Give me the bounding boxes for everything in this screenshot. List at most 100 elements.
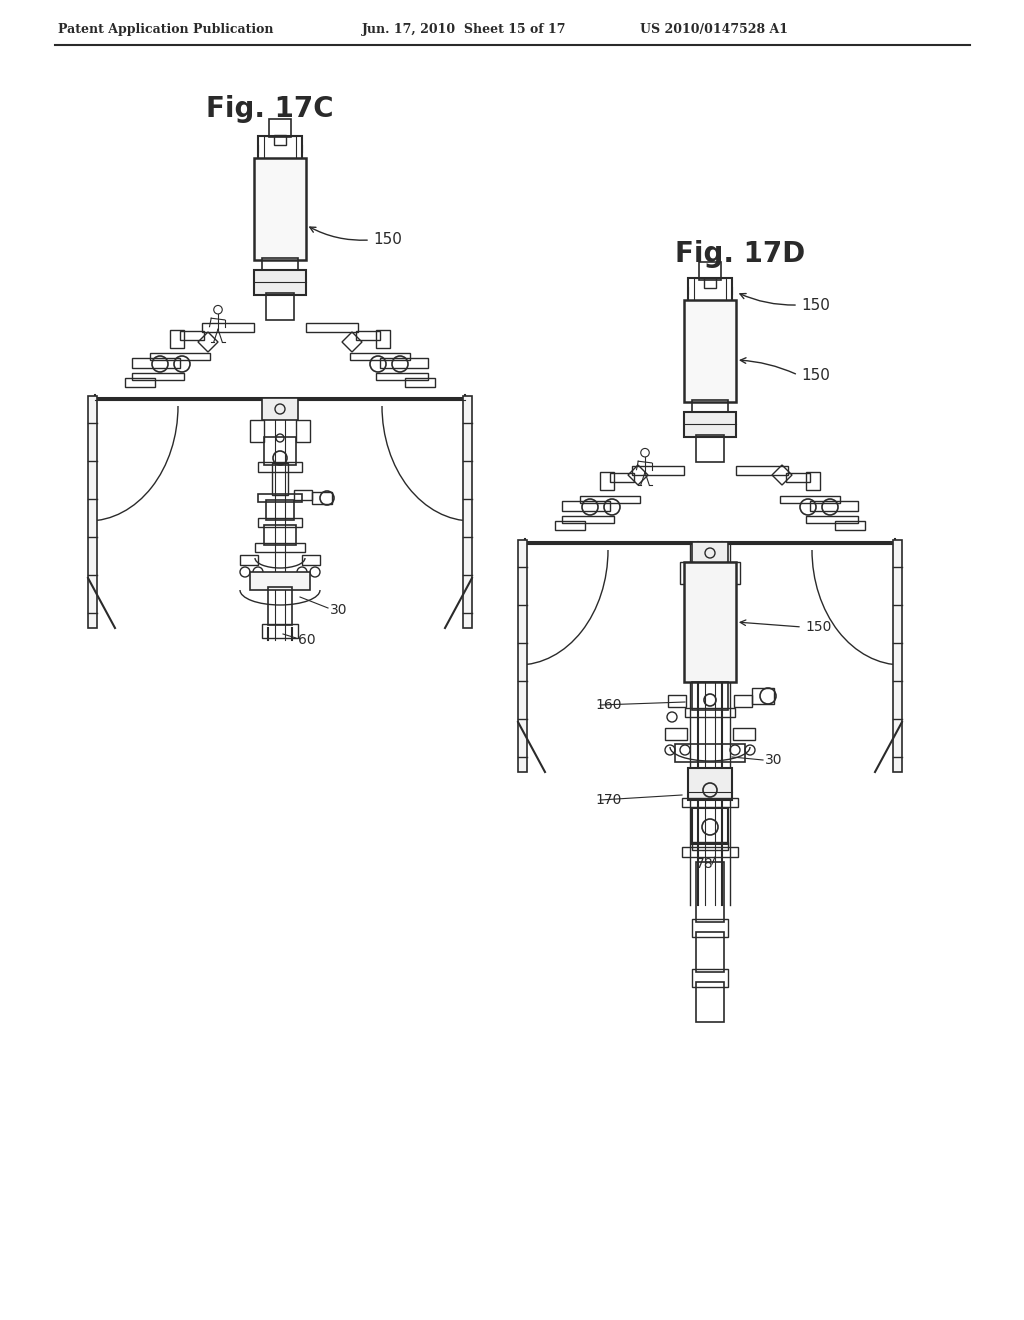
Bar	[376, 330, 390, 348]
Text: 150: 150	[801, 297, 829, 313]
Bar	[250, 572, 310, 590]
Bar	[692, 919, 728, 937]
Bar	[255, 543, 305, 552]
Bar	[705, 279, 716, 288]
Text: 60: 60	[298, 634, 315, 647]
Bar	[682, 799, 738, 807]
Bar	[893, 540, 902, 772]
Bar	[306, 323, 358, 333]
Text: Fig. 17C: Fig. 17C	[206, 95, 334, 123]
Bar	[665, 729, 687, 741]
Bar	[258, 462, 302, 473]
Bar	[736, 466, 788, 475]
Text: 30: 30	[330, 603, 347, 616]
Bar	[688, 279, 732, 302]
Bar	[180, 331, 204, 341]
Bar	[680, 562, 694, 583]
Bar	[302, 554, 319, 565]
Bar	[518, 540, 527, 772]
Bar	[810, 502, 858, 511]
Bar	[262, 624, 298, 638]
Bar	[780, 496, 840, 503]
Bar	[675, 744, 745, 762]
Bar	[692, 400, 728, 414]
Bar	[835, 521, 865, 531]
Bar	[610, 473, 634, 482]
Bar	[555, 521, 585, 531]
Bar	[692, 808, 728, 843]
Bar	[350, 352, 410, 360]
Bar	[254, 158, 306, 260]
Text: 160: 160	[595, 698, 622, 711]
Bar	[733, 729, 755, 741]
Text: 150: 150	[373, 232, 401, 248]
Bar	[806, 516, 858, 523]
Bar	[312, 492, 332, 504]
Bar	[262, 399, 298, 420]
Bar	[268, 587, 292, 624]
Bar	[696, 862, 724, 921]
Bar	[682, 847, 738, 857]
Bar	[696, 436, 724, 462]
Bar	[202, 323, 254, 333]
Bar	[406, 378, 435, 387]
Text: 78: 78	[696, 857, 714, 871]
Text: Fig. 17D: Fig. 17D	[675, 240, 805, 268]
Bar	[632, 466, 684, 475]
Bar	[274, 135, 286, 145]
Bar	[132, 374, 184, 380]
Bar	[376, 374, 428, 380]
Bar	[264, 136, 296, 160]
Text: 150: 150	[805, 620, 831, 634]
Bar	[668, 696, 686, 708]
Bar	[696, 932, 724, 972]
Bar	[266, 293, 294, 319]
Bar	[254, 271, 306, 294]
Bar	[264, 437, 296, 465]
Text: US 2010/0147528 A1: US 2010/0147528 A1	[640, 24, 788, 37]
Bar	[806, 473, 820, 490]
Bar	[264, 525, 296, 545]
Bar	[692, 543, 728, 564]
Bar	[125, 378, 155, 387]
Bar	[685, 708, 735, 717]
Bar	[692, 682, 728, 710]
Bar	[262, 257, 298, 272]
Bar	[726, 562, 740, 583]
Text: 30: 30	[765, 752, 782, 767]
Bar	[294, 490, 312, 500]
Bar	[752, 688, 774, 704]
Bar	[266, 500, 294, 520]
Bar	[296, 420, 310, 442]
Bar	[272, 463, 288, 495]
Bar	[88, 396, 97, 628]
Bar	[258, 136, 302, 160]
Bar	[699, 261, 721, 280]
Bar	[562, 516, 614, 523]
Bar	[580, 496, 640, 503]
Text: Jun. 17, 2010  Sheet 15 of 17: Jun. 17, 2010 Sheet 15 of 17	[362, 24, 566, 37]
Bar	[694, 279, 726, 302]
Bar	[600, 473, 614, 490]
Bar	[696, 982, 724, 1022]
Bar	[150, 352, 210, 360]
Bar	[463, 396, 472, 628]
Bar	[684, 562, 736, 682]
Text: Patent Application Publication: Patent Application Publication	[58, 24, 273, 37]
Bar	[562, 502, 610, 511]
Bar	[132, 358, 180, 368]
Bar	[380, 358, 428, 368]
Bar	[684, 300, 736, 403]
Bar	[692, 969, 728, 987]
Bar	[170, 330, 184, 348]
Bar	[240, 554, 258, 565]
Bar	[688, 768, 732, 800]
Bar	[250, 420, 264, 442]
Bar	[356, 331, 380, 341]
Text: 150: 150	[801, 367, 829, 383]
Bar	[258, 494, 302, 502]
Bar	[269, 119, 291, 137]
Bar	[786, 473, 810, 482]
Bar	[684, 412, 736, 437]
Text: 170: 170	[595, 793, 622, 807]
